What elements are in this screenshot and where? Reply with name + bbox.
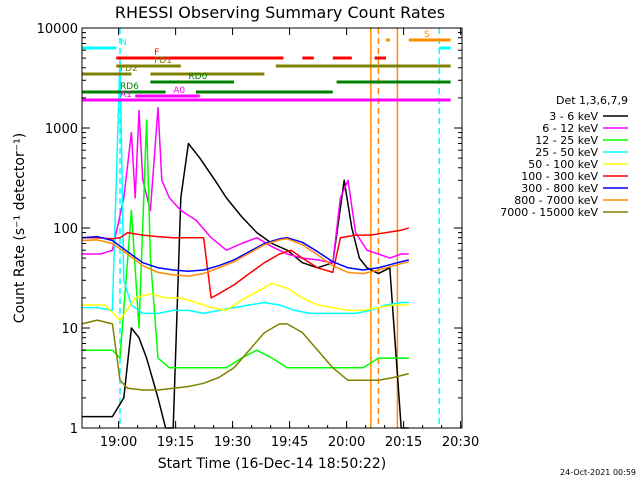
y-tick-label-1: 10 [61, 322, 78, 337]
plot-data: N F S FD1 FD2 RD0 RD6 A0 A1 [81, 28, 451, 429]
legend-label-300-800-kev: 300 - 800 keV [521, 182, 598, 195]
flag-label-fd2: FD2 [120, 64, 138, 74]
y-tick-label-2: 100 [53, 222, 78, 237]
legend-label-3-6-kev: 3 - 6 keV [549, 110, 598, 123]
footer-timestamp: 24-Oct-2021 00:59 [560, 468, 636, 477]
legend-label-12-25-kev: 12 - 25 keV [535, 134, 598, 147]
x-tick-label-5: 20:15 [385, 435, 422, 450]
x-tick-label-1: 19:15 [157, 435, 194, 450]
legend-title: Det 1,3,6,7,9 [556, 94, 628, 107]
flag-label-fd1: FD1 [154, 56, 172, 66]
legend-label-7000-15000-kev: 7000 - 15000 keV [500, 206, 598, 219]
series-line-12-25-kev [82, 119, 409, 369]
series-line-25-50-kev [82, 57, 409, 315]
series-line-6-12-kev [82, 106, 409, 264]
legend-label-25-50-kev: 25 - 50 keV [535, 146, 598, 159]
x-tick-label-2: 19:30 [214, 435, 251, 450]
flag-label-a0: A0 [173, 86, 185, 96]
y-tick-label-4: 10000 [37, 22, 78, 37]
x-tick-label-3: 19:45 [271, 435, 308, 450]
flag-label-n: N [120, 38, 127, 48]
chart-title: RHESSI Observing Summary Count Rates [115, 3, 445, 22]
series-line-50-100-kev [82, 282, 409, 321]
legend-label-100-300-kev: 100 - 300 keV [521, 170, 598, 183]
flag-label-rd6: RD6 [120, 82, 139, 92]
flag-label-a1: A1 [120, 90, 132, 100]
legend-label-50-100-kev: 50 - 100 keV [528, 158, 598, 171]
x-tick-label-6: 20:30 [442, 435, 479, 450]
series-line-300-800-kev [81, 235, 409, 272]
x-tick-label-0: 19:00 [100, 435, 137, 450]
series-line-800-7000-kev [81, 238, 409, 277]
legend-label-800-7000-kev: 800 - 7000 keV [514, 194, 598, 207]
legend-label-6-12-kev: 6 - 12 keV [542, 122, 598, 135]
y-tick-label-0: 1 [70, 422, 78, 437]
y-axis-label: Count Rate (s⁻¹ detector⁻¹) [12, 133, 28, 323]
series-line-100-300-kev [82, 227, 410, 299]
y-tick-label-3: 1000 [45, 122, 78, 137]
axes: 19:00 19:15 19:30 19:45 20:00 20:15 20:30 1 10 10… [37, 22, 480, 450]
series-line-3-6-kev [82, 142, 409, 429]
x-tick-label-4: 20:00 [328, 435, 365, 450]
flag-label-rd0: RD0 [188, 72, 207, 82]
x-axis-label: Start Time (16-Dec-14 18:50:22) [158, 456, 386, 472]
flag-label-f: F [154, 48, 159, 58]
flag-label-s: S [424, 30, 430, 40]
series-line-7000-15000-kev [81, 319, 409, 391]
